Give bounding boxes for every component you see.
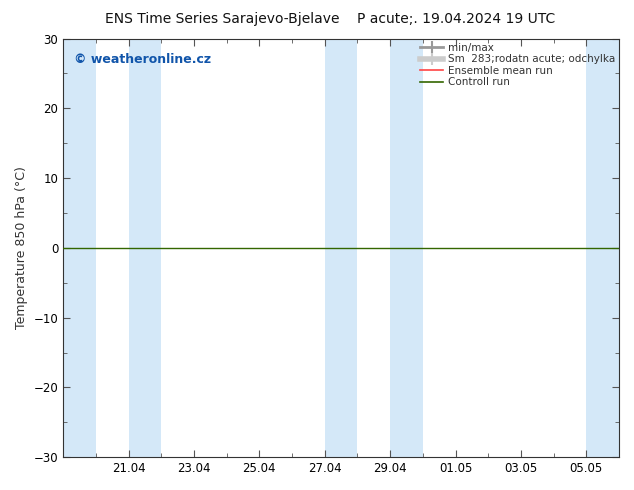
Bar: [390, 39, 423, 457]
Bar: [586, 39, 619, 457]
Bar: [129, 39, 161, 457]
Bar: [63, 39, 96, 457]
Text: © weatheronline.cz: © weatheronline.cz: [74, 53, 211, 66]
Text: ENS Time Series Sarajevo-Bjelave: ENS Time Series Sarajevo-Bjelave: [105, 12, 339, 26]
Legend: min/max, Sm  283;rodatn acute; odchylka, Ensemble mean run, Controll run: min/max, Sm 283;rodatn acute; odchylka, …: [418, 41, 617, 90]
Y-axis label: Temperature 850 hPa (°C): Temperature 850 hPa (°C): [15, 167, 28, 329]
Text: P acute;. 19.04.2024 19 UTC: P acute;. 19.04.2024 19 UTC: [358, 12, 555, 26]
Bar: [325, 39, 358, 457]
